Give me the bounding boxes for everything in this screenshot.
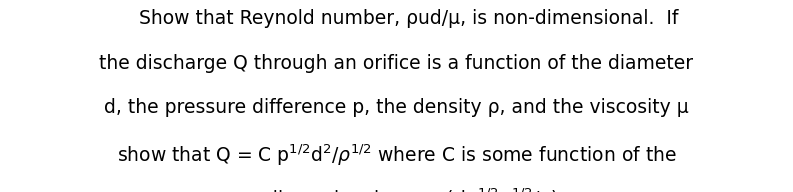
Text: show that Q = C p$^{1/2}$d$^{2}$/$\rho^{1/2}$ where C is some function of the: show that Q = C p$^{1/2}$d$^{2}$/$\rho^{… [117, 142, 676, 168]
Text: the discharge Q through an orifice is a function of the diameter: the discharge Q through an orifice is a … [99, 54, 694, 73]
Text: Show that Reynold number, ρud/μ, is non-dimensional.  If: Show that Reynold number, ρud/μ, is non-… [115, 9, 678, 28]
Text: nondimensional group (dp$^{1/2}$$\rho^{1/2}$/$\mu$).: nondimensional group (dp$^{1/2}$$\rho^{1… [229, 186, 564, 192]
Text: d, the pressure difference p, the density ρ, and the viscosity μ: d, the pressure difference p, the densit… [104, 98, 689, 117]
